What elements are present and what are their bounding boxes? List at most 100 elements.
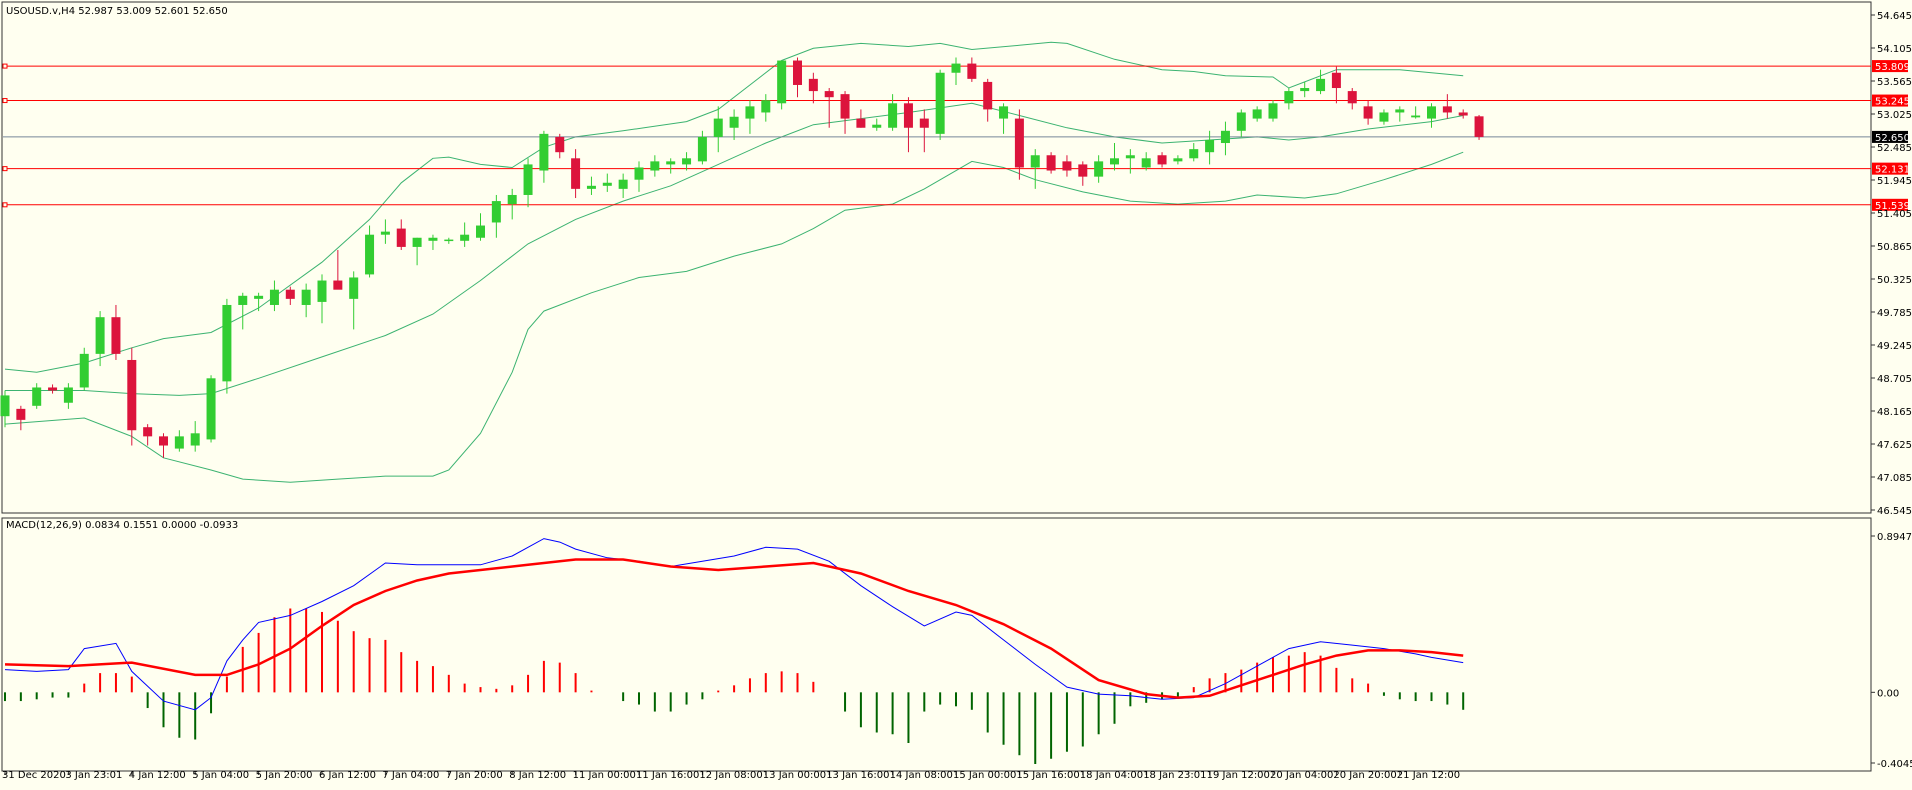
candle-body[interactable]	[1395, 109, 1405, 113]
horizontal-price-lines[interactable]: 53.809 53.245 52.131 51.539 52.650	[2, 60, 1910, 212]
candle-body[interactable]	[95, 317, 105, 354]
candle-body[interactable]	[111, 317, 121, 354]
candle-body[interactable]	[0, 395, 10, 417]
candlesticks[interactable]	[0, 57, 1484, 458]
candle-body[interactable]	[1284, 91, 1294, 104]
candle-body[interactable]	[777, 60, 787, 104]
candle-body[interactable]	[967, 63, 977, 79]
candle-body[interactable]	[999, 106, 1009, 119]
candle-body[interactable]	[618, 179, 628, 189]
horizontal-line-handle[interactable]	[2, 166, 8, 172]
candle-body[interactable]	[586, 185, 596, 189]
candle-body[interactable]	[1331, 72, 1341, 89]
candle-body[interactable]	[174, 436, 184, 449]
candle-body[interactable]	[380, 231, 390, 235]
candle-body[interactable]	[1205, 139, 1215, 153]
candle-body[interactable]	[1316, 78, 1326, 92]
candle-body[interactable]	[143, 427, 153, 437]
candle-body[interactable]	[856, 118, 866, 128]
candle-body[interactable]	[444, 239, 454, 242]
candle-body[interactable]	[460, 234, 470, 241]
candle-body[interactable]	[1014, 118, 1024, 168]
candle-body[interactable]	[729, 116, 739, 128]
horizontal-line-handle[interactable]	[2, 98, 8, 104]
candle-body[interactable]	[903, 103, 913, 128]
candle-body[interactable]	[1236, 112, 1246, 131]
candle-body[interactable]	[935, 72, 945, 134]
candle-body[interactable]	[951, 63, 961, 73]
candle-body[interactable]	[1173, 158, 1183, 162]
candle-body[interactable]	[48, 387, 58, 391]
candle-body[interactable]	[206, 378, 216, 440]
candle-body[interactable]	[666, 161, 676, 165]
candle-body[interactable]	[555, 136, 565, 153]
candle-body[interactable]	[254, 295, 264, 299]
candle-body[interactable]	[697, 136, 707, 162]
candle-body[interactable]	[793, 60, 802, 85]
candle-body[interactable]	[1189, 149, 1199, 159]
candle-body[interactable]	[1411, 115, 1421, 118]
candle-body[interactable]	[63, 387, 73, 403]
candle-body[interactable]	[1157, 155, 1167, 165]
candle-body[interactable]	[1458, 112, 1468, 116]
horizontal-line-handle[interactable]	[2, 202, 8, 208]
candle-body[interactable]	[32, 387, 42, 406]
candle-body[interactable]	[1125, 155, 1135, 159]
candle-body[interactable]	[412, 237, 422, 247]
candle-body[interactable]	[1141, 158, 1151, 168]
candle-body[interactable]	[1062, 161, 1072, 171]
candle-body[interactable]	[1268, 103, 1278, 119]
candle-body[interactable]	[285, 289, 295, 299]
candle-body[interactable]	[713, 118, 723, 137]
candle-body[interactable]	[476, 225, 485, 238]
candle-body[interactable]	[127, 359, 137, 431]
candle-body[interactable]	[1363, 106, 1373, 119]
candle-body[interactable]	[761, 100, 771, 113]
candle-body[interactable]	[888, 103, 898, 128]
candle-body[interactable]	[1427, 106, 1436, 119]
candle-body[interactable]	[222, 304, 232, 382]
candle-body[interactable]	[1252, 109, 1262, 119]
candle-body[interactable]	[983, 81, 993, 110]
candle-body[interactable]	[333, 280, 343, 290]
candle-body[interactable]	[365, 234, 375, 275]
candle-body[interactable]	[1442, 106, 1452, 113]
candle-body[interactable]	[1094, 161, 1104, 177]
candle-body[interactable]	[317, 280, 327, 302]
candle-body[interactable]	[602, 182, 612, 186]
horizontal-line-handle[interactable]	[2, 63, 8, 69]
candle-body[interactable]	[1220, 130, 1230, 144]
candle-body[interactable]	[491, 201, 501, 223]
candle-body[interactable]	[1379, 112, 1389, 122]
candle-body[interactable]	[159, 436, 168, 446]
candle-body[interactable]	[808, 78, 818, 92]
candle-body[interactable]	[1046, 155, 1056, 171]
candle-body[interactable]	[1300, 88, 1310, 92]
candle-body[interactable]	[523, 164, 533, 195]
candle-body[interactable]	[1347, 91, 1357, 104]
candle-body[interactable]	[650, 161, 660, 171]
macd-panel[interactable]: 0.8947 0.00 -0.4045 MACD(12,26,9) 0.0834 0…	[1, 517, 1912, 772]
candle-body[interactable]	[1030, 155, 1040, 168]
candle-body[interactable]	[238, 295, 248, 305]
candle-body[interactable]	[840, 94, 850, 119]
candle-body[interactable]	[1110, 158, 1119, 165]
candle-body[interactable]	[1474, 116, 1484, 137]
candle-body[interactable]	[745, 106, 755, 119]
candle-body[interactable]	[301, 289, 311, 305]
candle-body[interactable]	[682, 158, 692, 165]
candle-body[interactable]	[428, 237, 438, 241]
candle-body[interactable]	[539, 133, 549, 171]
candle-body[interactable]	[79, 353, 89, 388]
candle-body[interactable]	[824, 91, 834, 98]
candle-body[interactable]	[269, 289, 279, 305]
candle-body[interactable]	[349, 277, 359, 299]
candle-body[interactable]	[1078, 164, 1088, 177]
candle-body[interactable]	[872, 124, 882, 128]
candle-body[interactable]	[190, 433, 200, 446]
candle-body[interactable]	[634, 167, 644, 180]
candle-body[interactable]	[507, 194, 517, 205]
candle-body[interactable]	[571, 158, 581, 189]
